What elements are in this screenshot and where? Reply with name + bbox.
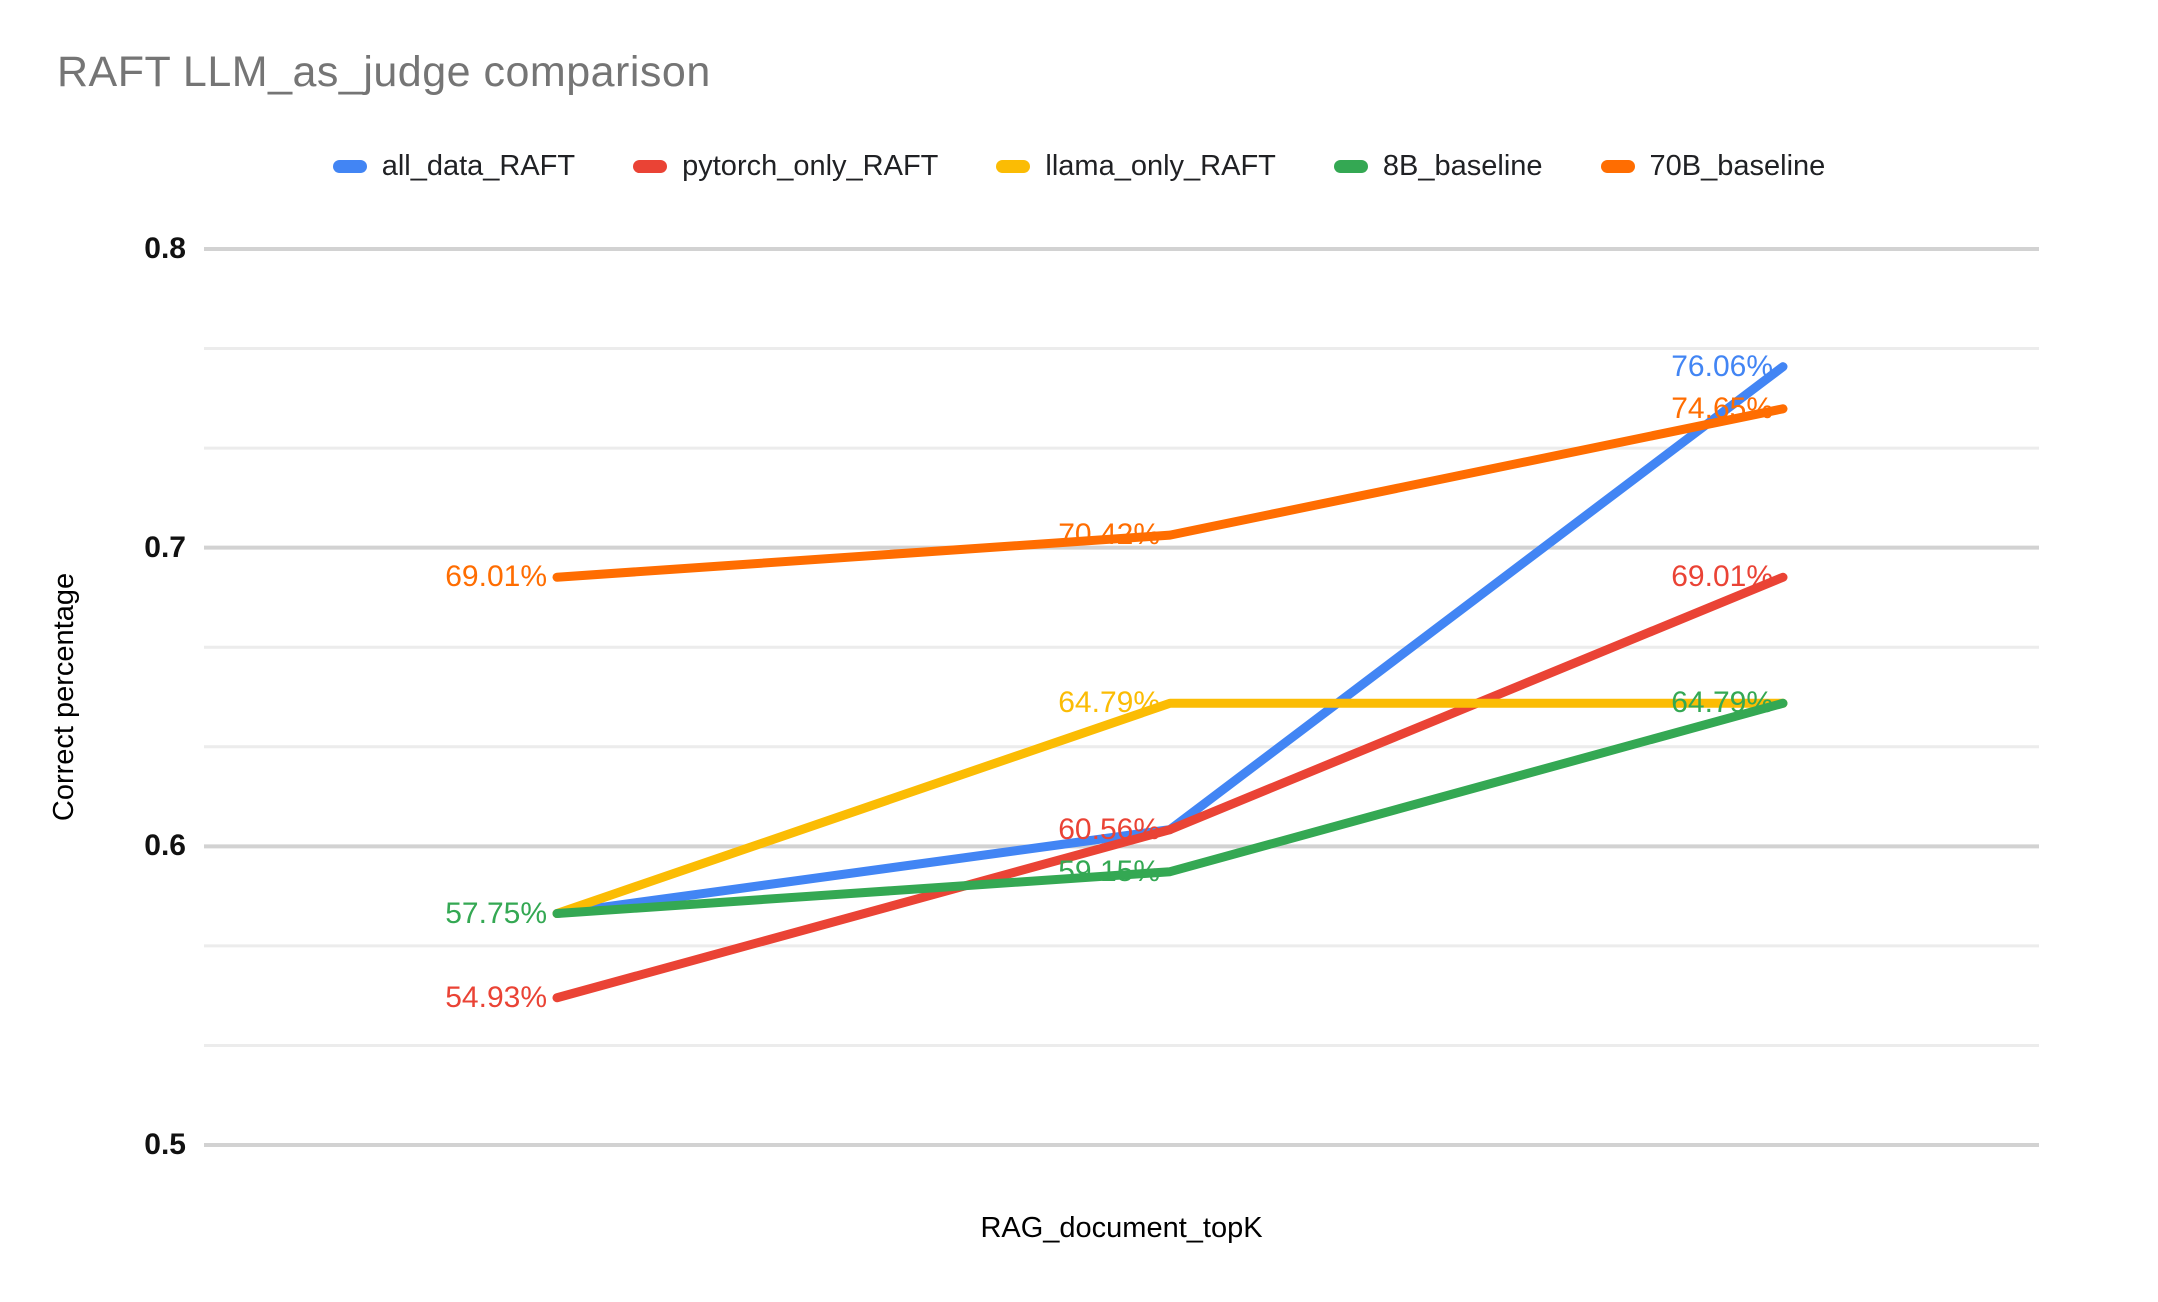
legend-label: all_data_RAFT [381, 150, 576, 182]
data-label-8B_baseline: 59.15% [1058, 854, 1160, 888]
x-axis-title: RAG_document_topK [980, 1212, 1263, 1244]
data-label-llama_only_RAFT: 64.79% [1058, 686, 1160, 720]
legend-label: 70B_baseline [1649, 150, 1826, 182]
legend-item-llama_only_RAFT: llama_only_RAFT [996, 150, 1276, 183]
y-tick-label: 0.7 [144, 530, 186, 564]
legend: all_data_RAFT pytorch_only_RAFT llama_only… [0, 150, 2158, 183]
y-axis-title: Correct percentage [48, 572, 80, 822]
legend-label: llama_only_RAFT [1045, 150, 1276, 182]
legend-label: pytorch_only_RAFT [682, 150, 939, 182]
data-label-70B_baseline: 69.01% [445, 560, 547, 594]
legend-item-70B_baseline: 70B_baseline [1600, 150, 1826, 183]
series-line-llama_only_RAFT [552, 698, 1788, 919]
series-line-pytorch_only_RAFT [552, 572, 1788, 1003]
legend-item-all_data_RAFT: all_data_RAFT [332, 150, 576, 183]
data-label-pytorch_only_RAFT: 69.01% [1671, 560, 1773, 594]
y-tick-label: 0.6 [144, 829, 186, 863]
legend-label: 8B_baseline [1382, 150, 1543, 182]
data-label-70B_baseline: 70.42% [1058, 518, 1160, 552]
series-line-8B_baseline [552, 698, 1788, 919]
legend-swatch-icon [996, 160, 1031, 173]
y-tick-label: 0.5 [144, 1128, 186, 1161]
series-line-70B_baseline [552, 404, 1788, 582]
legend-swatch-icon [633, 160, 668, 173]
legend-swatch-icon [1333, 160, 1368, 173]
legend-item-8B_baseline: 8B_baseline [1333, 150, 1543, 183]
y-tick-label: 0.8 [144, 232, 186, 265]
chart-title: RAFT LLM_as_judge comparison [57, 48, 711, 96]
data-label-pytorch_only_RAFT: 54.93% [445, 980, 547, 1014]
legend-item-pytorch_only_RAFT: pytorch_only_RAFT [633, 150, 938, 183]
data-label-pytorch_only_RAFT: 60.56% [1058, 812, 1160, 846]
legend-swatch-icon [332, 160, 367, 173]
data-label-8B_baseline: 64.79% [1671, 686, 1773, 720]
data-label-70B_baseline: 74.65% [1671, 391, 1773, 425]
legend-swatch-icon [1600, 160, 1635, 173]
data-label-8B_baseline: 57.75% [445, 896, 547, 930]
data-label-all_data_RAFT: 76.06% [1671, 349, 1773, 383]
